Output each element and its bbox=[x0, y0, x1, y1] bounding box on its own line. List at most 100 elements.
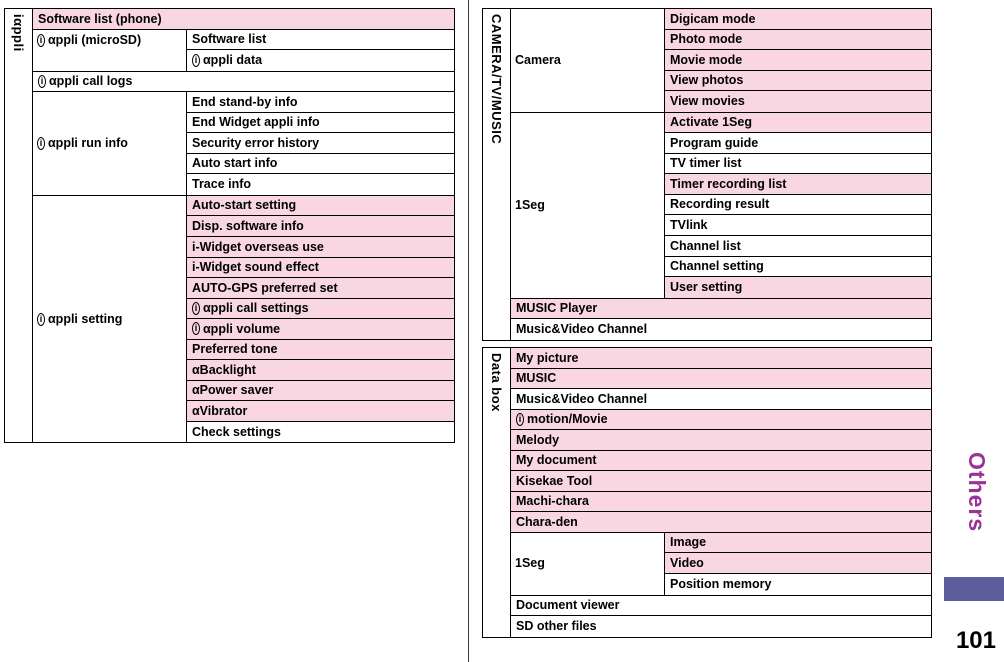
menu-category-label: αppli (microSD) bbox=[48, 32, 142, 47]
menu-row-trace-info: Trace info bbox=[187, 174, 454, 195]
data-box-group-label: Data box bbox=[489, 353, 504, 412]
menu-row-disp-software-info: Disp. software info bbox=[187, 216, 454, 238]
menu-row-my-picture: My picture bbox=[511, 348, 931, 369]
i-mode-icon: i bbox=[37, 137, 45, 151]
menu-row-label: My picture bbox=[516, 350, 579, 365]
menu-row-label: Channel setting bbox=[670, 259, 764, 274]
menu-row-recording-result: Recording result bbox=[665, 194, 931, 216]
data-box-menu-table: Data box My picture MUSIC Music&Video Ch… bbox=[482, 347, 932, 638]
menu-section-1seg: 1Seg Activate 1Seg Program guide TV time… bbox=[511, 112, 931, 299]
menu-row-i-widget-sound-effect: i-Widget sound effect bbox=[187, 257, 454, 279]
menu-section-iappli-setting: i αppli setting Auto-start setting Disp.… bbox=[33, 195, 454, 443]
menu-row-music-video-channel: Music&Video Channel bbox=[511, 319, 931, 340]
others-section-tab: Others bbox=[964, 452, 990, 533]
menu-section-iappli-run-info: i αppli run info End stand-by info End W… bbox=[33, 92, 454, 196]
i-mode-icon: i bbox=[192, 322, 200, 336]
menu-row-label: End Widget appli info bbox=[192, 115, 320, 130]
menu-row-label: Photo mode bbox=[670, 32, 743, 47]
menu-row-i-widget-overseas-use: i-Widget overseas use bbox=[187, 237, 454, 258]
menu-row-label: MUSIC bbox=[516, 371, 557, 386]
menu-row-activate-1seg: Activate 1Seg bbox=[665, 112, 931, 134]
menu-row-label: Document viewer bbox=[516, 598, 620, 613]
menu-row-label: My document bbox=[516, 453, 597, 468]
menu-row-digicam-mode: Digicam mode bbox=[665, 9, 931, 30]
menu-category-label: Camera bbox=[515, 53, 561, 68]
menu-row-label: MUSIC Player bbox=[516, 301, 598, 316]
menu-row-label: Activate 1Seg bbox=[670, 115, 752, 130]
menu-row-label: TVlink bbox=[670, 217, 708, 232]
menu-row-label: Kisekae Tool bbox=[516, 473, 593, 488]
menu-category-label: αppli setting bbox=[48, 311, 123, 326]
menu-row-view-photos: View photos bbox=[665, 70, 931, 92]
menu-row-label: Software list bbox=[192, 32, 267, 47]
menu-category-databox-1seg: 1Seg bbox=[511, 532, 665, 595]
menu-row-position-memory: Position memory bbox=[665, 574, 931, 595]
page-number: 101 bbox=[955, 627, 996, 654]
menu-row-label: Auto start info bbox=[192, 156, 278, 171]
menu-row-label: Security error history bbox=[192, 135, 320, 150]
menu-row-iappli-data: i αppli data bbox=[187, 50, 454, 71]
menu-row-label: Trace info bbox=[192, 177, 252, 192]
menu-category-camera: Camera bbox=[511, 9, 665, 112]
menu-row-music: MUSIC bbox=[511, 368, 931, 390]
menu-section-iappli-microsd: i αppli (microSD) Software list i αppli … bbox=[33, 29, 454, 72]
i-mode-icon: i bbox=[192, 53, 200, 67]
menu-row-alpha-vibrator: αVibrator bbox=[187, 401, 454, 422]
menu-row-imotion-movie: i motion/Movie bbox=[511, 409, 931, 431]
menu-row-preferred-tone: Preferred tone bbox=[187, 339, 454, 361]
iappli-menu-table: iαppli Software list (phone) i αppli (mi… bbox=[4, 8, 455, 444]
menu-row-music-video-channel: Music&Video Channel bbox=[511, 389, 931, 410]
menu-row-label: αppli call settings bbox=[203, 301, 309, 316]
camera-tv-music-menu-table: CAMERA/TV/MUSIC Camera Digicam mode Phot… bbox=[482, 8, 932, 341]
iappli-group-column: iαppli bbox=[5, 9, 33, 443]
menu-row-iappli-call-settings: i αppli call settings bbox=[187, 298, 454, 320]
menu-category-1seg: 1Seg bbox=[511, 112, 665, 298]
menu-row-label: TV timer list bbox=[670, 156, 742, 171]
menu-row-end-widget-appli-info: End Widget appli info bbox=[187, 112, 454, 134]
menu-row-music-player: MUSIC Player bbox=[511, 298, 931, 320]
menu-row-software-list: Software list bbox=[187, 29, 454, 51]
menu-row-label: Video bbox=[670, 555, 704, 570]
menu-row-label: AUTO-GPS preferred set bbox=[192, 280, 338, 295]
menu-row-check-settings: Check settings bbox=[187, 421, 454, 443]
menu-row-label: Position memory bbox=[670, 577, 772, 592]
menu-row-label: End stand-by info bbox=[192, 94, 298, 109]
menu-row-label: Recording result bbox=[670, 197, 770, 212]
i-mode-icon: i bbox=[38, 74, 46, 88]
menu-row-label: Check settings bbox=[192, 424, 281, 439]
menu-row-label: i-Widget sound effect bbox=[192, 260, 319, 275]
menu-row-label: Melody bbox=[516, 432, 560, 447]
menu-row-tvlink: TVlink bbox=[665, 215, 931, 237]
menu-row-label: Auto-start setting bbox=[192, 198, 297, 213]
menu-row-video: Video bbox=[665, 553, 931, 575]
menu-row-chara-den: Chara-den bbox=[511, 512, 931, 533]
menu-row-timer-recording-list: Timer recording list bbox=[665, 174, 931, 195]
menu-row-end-stand-by-info: End stand-by info bbox=[187, 92, 454, 113]
menu-row-software-list-phone: Software list (phone) bbox=[33, 9, 454, 30]
menu-row-my-document: My document bbox=[511, 450, 931, 472]
menu-row-label: Channel list bbox=[670, 238, 741, 253]
menu-row-channel-setting: Channel setting bbox=[665, 256, 931, 278]
menu-row-kisekae-tool: Kisekae Tool bbox=[511, 471, 931, 492]
menu-row-security-error-history: Security error history bbox=[187, 133, 454, 154]
menu-row-program-guide: Program guide bbox=[665, 133, 931, 154]
menu-row-label: Music&Video Channel bbox=[516, 391, 648, 406]
menu-row-sd-other-files: SD other files bbox=[511, 616, 931, 637]
data-box-group-column: Data box bbox=[483, 348, 511, 637]
menu-row-label: Digicam mode bbox=[670, 11, 756, 26]
camera-tv-music-group-column: CAMERA/TV/MUSIC bbox=[483, 9, 511, 340]
menu-section-camera: Camera Digicam mode Photo mode Movie mod… bbox=[511, 9, 931, 113]
menu-row-label: Disp. software info bbox=[192, 218, 304, 233]
menu-row-auto-start-info: Auto start info bbox=[187, 153, 454, 175]
menu-row-user-setting: User setting bbox=[665, 277, 931, 298]
menu-row-machi-chara: Machi-chara bbox=[511, 491, 931, 513]
menu-row-label: Music&Video Channel bbox=[516, 322, 648, 337]
menu-row-label: Movie mode bbox=[670, 52, 743, 67]
menu-row-label: Timer recording list bbox=[670, 176, 787, 191]
menu-category-iappli-setting: i αppli setting bbox=[33, 195, 187, 443]
menu-row-document-viewer: Document viewer bbox=[511, 595, 931, 617]
menu-category-label: 1Seg bbox=[515, 556, 545, 571]
menu-category-iappli-microsd: i αppli (microSD) bbox=[33, 29, 187, 71]
menu-category-label: 1Seg bbox=[515, 197, 545, 212]
menu-row-iappli-volume: i αppli volume bbox=[187, 319, 454, 340]
